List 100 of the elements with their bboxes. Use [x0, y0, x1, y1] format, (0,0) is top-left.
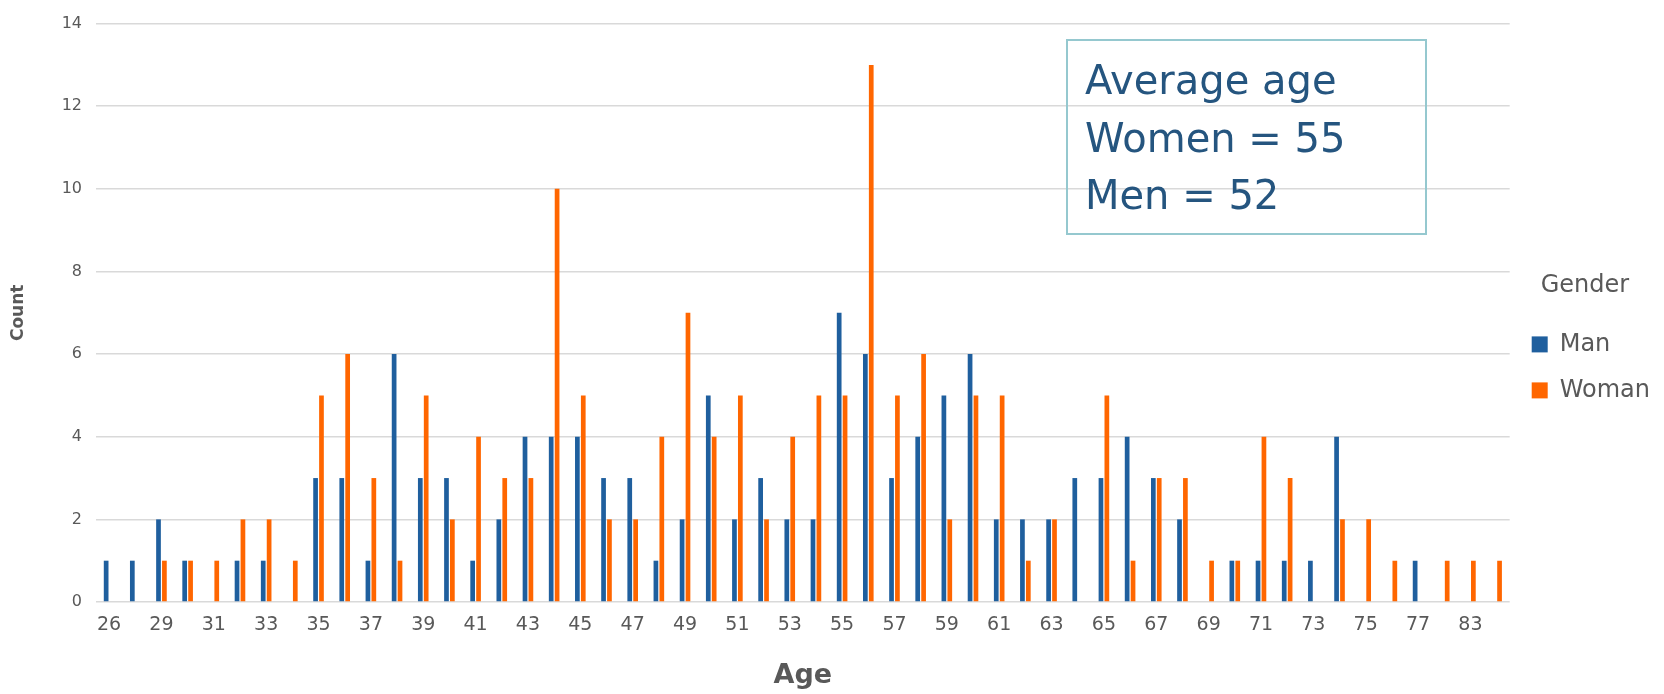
x-tick-label: 77: [1405, 612, 1431, 635]
legend-label: Man: [1559, 328, 1611, 357]
bar: [129, 560, 135, 602]
bar: [863, 354, 868, 602]
bar: [1183, 478, 1188, 602]
bar: [1156, 478, 1162, 602]
x-tick-label: 57: [882, 612, 907, 635]
bar: [319, 395, 324, 602]
bar: [1209, 560, 1214, 602]
bar: [1046, 519, 1051, 602]
bar: [260, 560, 266, 602]
bar: [921, 354, 926, 602]
y-tick-label: 12: [61, 95, 82, 115]
bar: [659, 436, 665, 602]
bar: [1124, 436, 1130, 602]
x-tick-label: 29: [149, 612, 174, 635]
x-tick-label: 35: [306, 612, 331, 635]
bar: [836, 312, 842, 602]
annotation: Women = 55: [1085, 113, 1346, 163]
x-tick-label: 43: [515, 612, 541, 635]
bar: [1340, 519, 1345, 602]
x-tick-label: 26: [97, 612, 122, 635]
annotation: Men = 52: [1085, 171, 1280, 221]
bar: [423, 395, 429, 602]
bar: [1177, 519, 1182, 602]
x-tick-label: 65: [1091, 612, 1117, 635]
x-axis-title: Age: [773, 657, 833, 689]
bar: [764, 519, 769, 602]
bar: [156, 519, 161, 602]
bar: [895, 395, 900, 602]
bar: [103, 560, 109, 602]
bar: [1334, 436, 1339, 602]
x-tick-label: 73: [1301, 612, 1326, 635]
y-tick-label: 8: [71, 260, 82, 280]
y-tick-label: 10: [61, 178, 82, 198]
bar: [790, 436, 796, 602]
bar: [732, 519, 737, 602]
bar: [705, 395, 711, 602]
x-tick-label: 59: [934, 612, 959, 635]
x-tick-label: 47: [620, 612, 645, 635]
legend-label: Woman: [1559, 374, 1651, 403]
bar: [313, 478, 318, 602]
bar: [345, 354, 351, 602]
bar: [548, 436, 554, 602]
x-tick-label: 55: [830, 612, 855, 635]
y-tick-label: 6: [71, 343, 82, 363]
bar: [339, 478, 345, 602]
bar: [1072, 478, 1078, 602]
x-tick-label: 51: [725, 612, 750, 635]
bar: [580, 395, 586, 602]
bar: [417, 478, 423, 602]
x-tick-label: 49: [672, 612, 698, 635]
x-tick-label: 83: [1458, 612, 1483, 635]
bar: [1150, 478, 1156, 602]
bar: [214, 560, 220, 602]
x-tick-label: 53: [777, 612, 802, 635]
x-tick-label: 37: [358, 612, 383, 635]
bar: [1052, 519, 1057, 602]
bar: [601, 478, 606, 602]
y-axis-title: Count: [6, 284, 27, 342]
bar: [371, 478, 377, 602]
x-tick-label: 45: [568, 612, 593, 635]
y-tick-label: 14: [61, 12, 82, 32]
x-tick-label: 67: [1144, 612, 1169, 635]
bar: [915, 436, 921, 602]
x-tick-label: 39: [411, 612, 436, 635]
bar: [1497, 560, 1502, 602]
bar: [1281, 560, 1287, 602]
x-tick-label: 71: [1248, 612, 1274, 635]
annotation: Average age: [1085, 56, 1337, 105]
x-tick-label: 33: [254, 612, 279, 635]
x-tick-label: 75: [1353, 612, 1378, 635]
y-tick-label: 0: [71, 591, 82, 611]
x-tick-label: 61: [987, 612, 1012, 635]
bar: [758, 478, 763, 602]
bar: [1025, 560, 1031, 602]
x-tick-label: 31: [201, 612, 226, 635]
bar: [1471, 560, 1476, 602]
x-tick-label: 41: [463, 612, 488, 635]
bar: [182, 560, 188, 602]
bar: [627, 478, 633, 602]
bar: [1235, 560, 1241, 602]
bar: [868, 64, 874, 602]
bar: [633, 519, 638, 602]
bar: [1392, 560, 1398, 602]
bar: [947, 519, 953, 602]
bar: [188, 560, 193, 602]
bar: [162, 560, 167, 602]
bar: [575, 436, 580, 602]
x-tick-label: 63: [1039, 612, 1064, 635]
bar: [711, 436, 717, 602]
y-tick-label: 2: [71, 508, 82, 528]
x-tick-label: 69: [1196, 612, 1221, 635]
bar: [737, 395, 743, 602]
bar: [502, 478, 508, 602]
bar: [1366, 519, 1372, 602]
bar: [1020, 519, 1025, 602]
bar: [476, 436, 481, 602]
bar: [496, 519, 502, 602]
bar: [444, 478, 449, 602]
